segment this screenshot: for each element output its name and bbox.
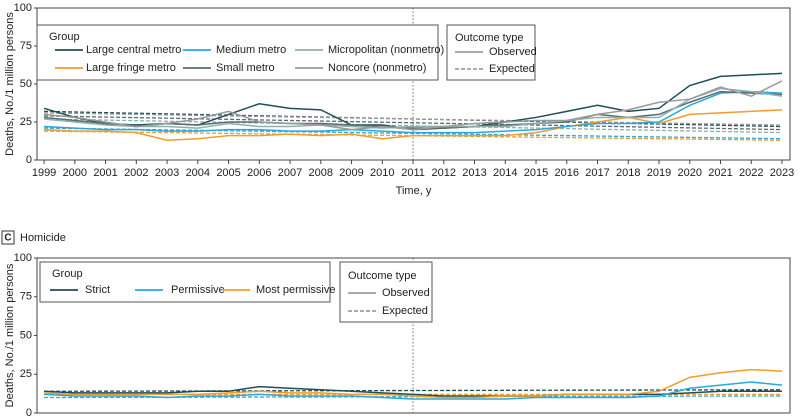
- legend-label: Medium metro: [216, 44, 286, 56]
- plot-frame: [36, 7, 791, 161]
- x-tick-label: 2015: [524, 167, 548, 179]
- y-axis-label: Deaths, No./1 million persons: [4, 12, 16, 156]
- expected-line: [44, 115, 783, 131]
- x-tick-label: 2005: [216, 167, 240, 179]
- y-tick-label: 100: [14, 2, 32, 14]
- outcome-legend-box: [339, 261, 433, 323]
- outcome-label: Observed: [382, 287, 430, 299]
- expected-line: [44, 118, 783, 134]
- x-tick-label: 2002: [124, 167, 148, 179]
- y-tick-label: 75: [20, 291, 32, 303]
- y-tick-label: 100: [14, 252, 32, 264]
- x-tick-label: 2023: [770, 167, 794, 179]
- expected-line: [44, 389, 783, 392]
- plot-frame: [36, 257, 791, 414]
- x-tick-label: 2012: [432, 167, 456, 179]
- legend-label: Small metro: [216, 62, 275, 74]
- observed-line: [44, 368, 783, 399]
- expected-line: [44, 127, 783, 140]
- x-tick-label: 2013: [462, 167, 486, 179]
- outcome-label: Expected: [489, 63, 535, 75]
- x-tick-label: 2020: [678, 167, 702, 179]
- x-tick-label: 2016: [555, 167, 579, 179]
- x-tick-label: 2008: [309, 167, 333, 179]
- x-tick-label: 2017: [585, 167, 609, 179]
- observed-line: [44, 90, 783, 134]
- observed-line: [43, 87, 783, 129]
- x-tick-label: 2001: [93, 167, 117, 179]
- x-tick-label: 2006: [247, 167, 271, 179]
- legend-label: Most permissive: [256, 284, 335, 296]
- x-tick-label: 2010: [370, 167, 394, 179]
- observed-line: [43, 80, 783, 131]
- legend-label: Large central metro: [86, 44, 181, 56]
- x-tick-label: 2014: [493, 167, 517, 179]
- x-tick-label: 2004: [186, 167, 210, 179]
- x-tick-label: 2018: [616, 167, 640, 179]
- observed-line: [44, 385, 783, 397]
- x-tick-label: 2022: [739, 167, 763, 179]
- legend-label: Micropolitan (nonmetro): [328, 44, 444, 56]
- legend-title: Group: [49, 31, 80, 43]
- panel-title: Homicide: [20, 232, 66, 244]
- y-tick-label: 0: [26, 407, 32, 419]
- x-tick-label: 2009: [339, 167, 363, 179]
- panel-letter-box: [1, 230, 15, 245]
- y-axis-label: Deaths, No./1 million persons: [4, 263, 16, 407]
- x-tick-label: 2021: [708, 167, 732, 179]
- x-tick-label: 2019: [647, 167, 671, 179]
- legend-title: Group: [52, 268, 83, 280]
- legend-box: [39, 261, 331, 303]
- x-tick-label: 2011: [401, 167, 425, 179]
- panel-letter: C: [4, 233, 11, 244]
- y-tick-label: 50: [20, 329, 32, 341]
- x-tick-label: 2000: [63, 167, 87, 179]
- x-axis-label: Time, y: [396, 185, 432, 197]
- y-tick-label: 25: [20, 368, 32, 380]
- outcome-legend-title: Outcome type: [455, 32, 523, 44]
- y-tick-label: 75: [20, 40, 32, 52]
- legend-label: Permissive: [171, 284, 225, 296]
- observed-line: [44, 381, 783, 400]
- x-tick-label: 1999: [32, 167, 56, 179]
- legend-box: [36, 24, 439, 81]
- observed-line: [44, 109, 783, 141]
- y-tick-label: 25: [20, 116, 32, 128]
- y-tick-label: 50: [20, 78, 32, 90]
- outcome-label: Expected: [382, 305, 428, 317]
- legend-label: Strict: [85, 284, 110, 296]
- outcome-legend-title: Outcome type: [348, 270, 416, 282]
- y-tick-label: 0: [26, 154, 32, 166]
- outcome-label: Observed: [489, 46, 537, 58]
- x-tick-label: 2007: [278, 167, 302, 179]
- legend-label: Noncore (nonmetro): [328, 62, 426, 74]
- x-tick-label: 2003: [155, 167, 179, 179]
- legend-label: Large fringe metro: [86, 62, 176, 74]
